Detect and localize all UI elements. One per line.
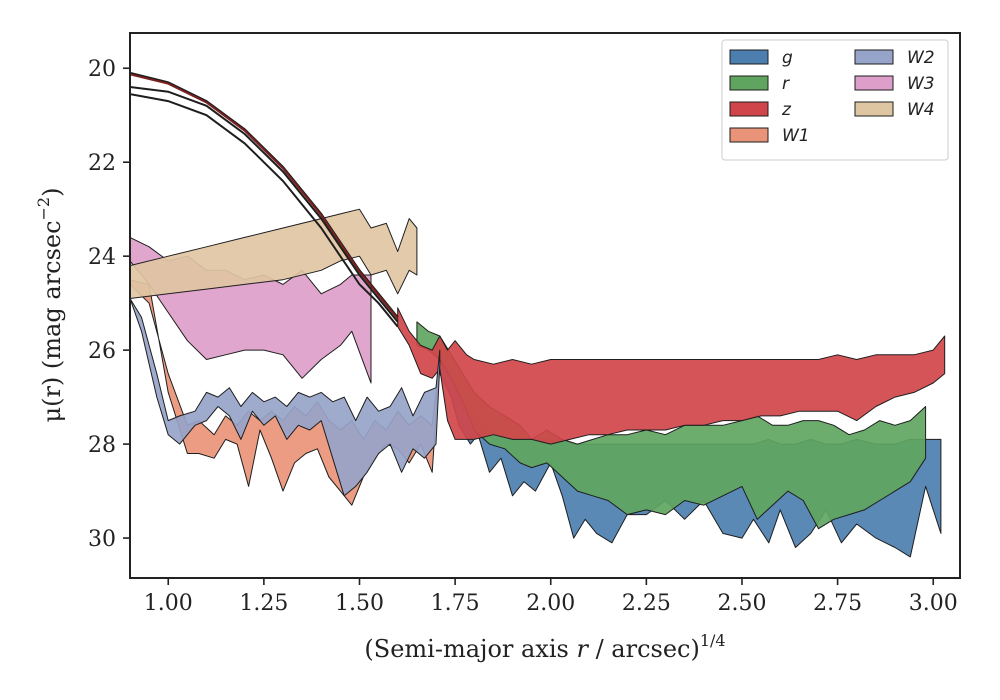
y-tick-label: 20 <box>88 57 116 82</box>
y-tick-label: 30 <box>88 527 116 552</box>
series-areas <box>130 208 946 558</box>
area-z <box>397 307 946 445</box>
x-tick-label: 1.00 <box>144 591 193 616</box>
model-curve-4 <box>130 93 399 328</box>
legend-label-W2: W2 <box>907 48 935 68</box>
y-tick-label: 24 <box>88 245 116 270</box>
model-curve-2 <box>130 73 399 320</box>
area-W2 <box>130 298 441 497</box>
x-axis-ticks: 1.00 1.25 1.50 1.75 2.00 2.25 2.50 2.75 3.00 <box>144 578 958 616</box>
x-tick-label: 3.00 <box>909 591 958 616</box>
legend-swatch-W1 <box>729 127 769 143</box>
legend-label-W1: W1 <box>782 126 810 146</box>
y-axis-ticks: 20 22 24 26 28 30 <box>88 57 130 552</box>
legend-frame <box>721 39 949 161</box>
legend-label-W4: W4 <box>907 100 935 120</box>
legend-swatch-z <box>729 101 769 117</box>
model-curve-3 <box>130 86 399 323</box>
legend-swatch-W3 <box>854 75 894 91</box>
x-tick-label: 1.50 <box>335 591 384 616</box>
legend: grz W1 W2 W3 W4 <box>721 39 949 161</box>
legend-swatch-W2 <box>854 49 894 65</box>
area-W4 <box>130 208 418 299</box>
y-axis-label-main: μ(r) (mag arcsec <box>38 220 66 422</box>
x-tick-label: 2.00 <box>526 591 575 616</box>
x-tick-label: 1.25 <box>239 591 288 616</box>
y-tick-label: 26 <box>88 339 116 364</box>
x-tick-label: 2.25 <box>622 591 671 616</box>
y-axis-label: μ(r) (mag arcsec−2) <box>34 188 66 423</box>
y-tick-label: 22 <box>88 151 116 176</box>
plot-frame <box>129 32 961 579</box>
model-curves <box>130 71 399 328</box>
y-tick-label: 28 <box>88 433 116 458</box>
x-axis-label-superscript: 1/4 <box>700 631 726 650</box>
x-tick-label: 1.75 <box>431 591 480 616</box>
area-r <box>416 321 927 530</box>
legend-label-g: g <box>782 48 793 68</box>
x-axis-label-tail: / arcsec) <box>588 635 700 663</box>
legend-label-z: z <box>781 100 792 120</box>
x-tick-label: 2.75 <box>813 591 862 616</box>
legend-swatch-r <box>729 75 769 91</box>
x-axis-label-main: (Semi-major axis <box>364 635 576 663</box>
x-tick-label: 2.50 <box>717 591 766 616</box>
legend-swatch-W4 <box>854 101 894 117</box>
legend-label-W3: W3 <box>907 74 935 94</box>
y-axis-label-close: ) <box>38 188 66 197</box>
x-axis-label: (Semi-major axis r / arcsec)1/4 <box>364 631 725 663</box>
x-axis-label-var: r <box>576 635 589 663</box>
y-axis-label-superscript: −2 <box>34 197 53 221</box>
legend-label-r: r <box>782 74 790 94</box>
legend-swatch-g <box>729 49 769 65</box>
